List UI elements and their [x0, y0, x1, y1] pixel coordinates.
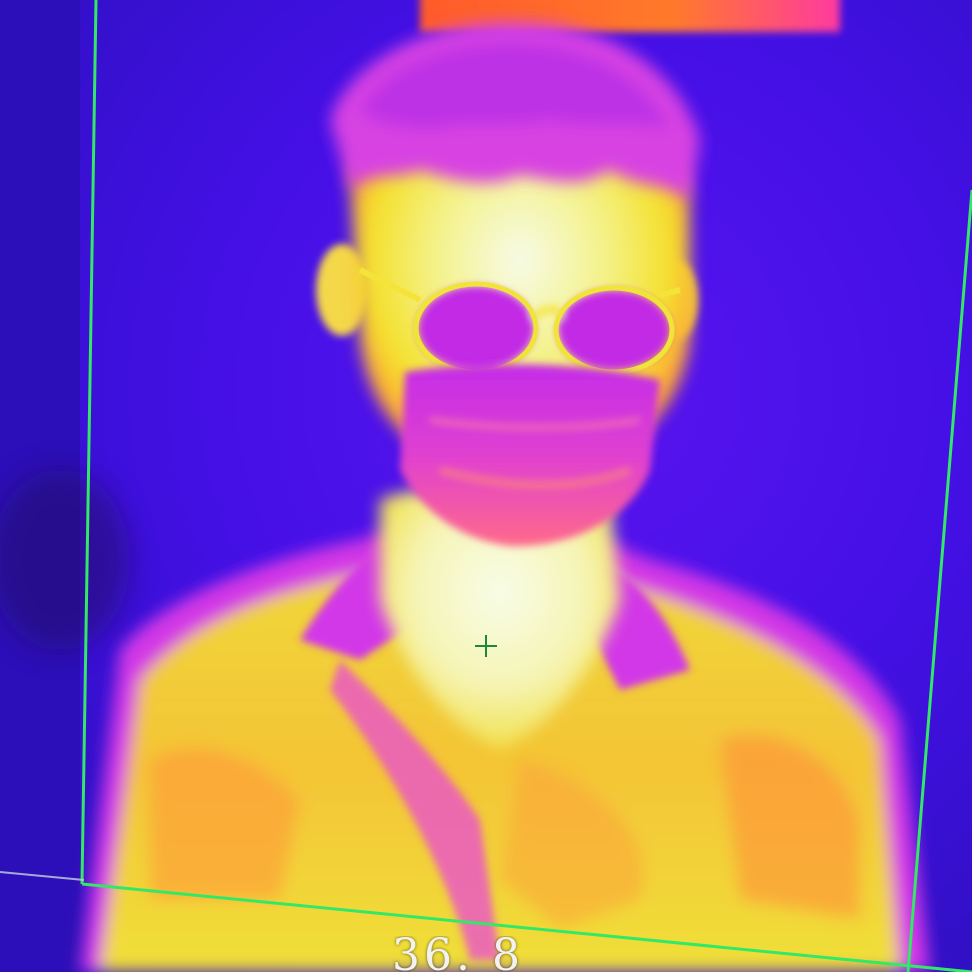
neck	[380, 485, 620, 750]
hair	[330, 21, 700, 200]
crosshair-icon	[475, 635, 497, 657]
left-dark-patch	[0, 470, 130, 650]
sunglasses	[358, 267, 681, 375]
temperature-readout: 36. 8	[392, 936, 524, 972]
face-mask	[400, 364, 660, 547]
